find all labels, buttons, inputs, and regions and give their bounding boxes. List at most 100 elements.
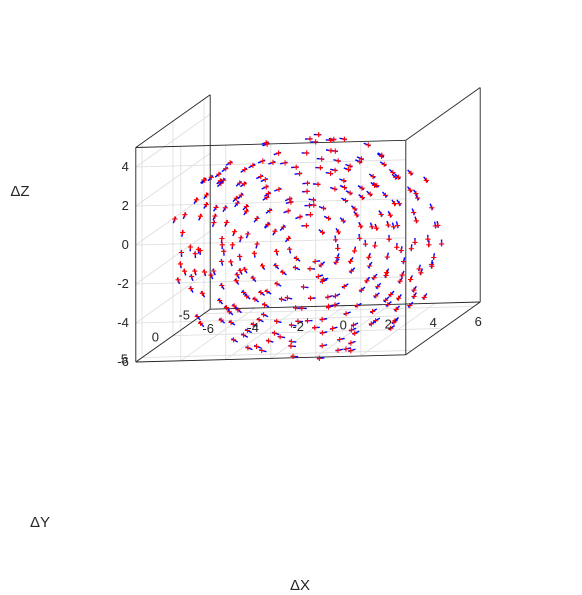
data-point-marker (220, 177, 227, 183)
data-point-marker (354, 303, 360, 309)
data-point-marker (366, 254, 372, 260)
data-point-marker (396, 295, 402, 301)
data-point-marker (319, 343, 325, 349)
data-point-marker (385, 302, 391, 308)
vector-arrow (341, 283, 349, 289)
data-point-marker (307, 212, 314, 218)
vector-arrow (262, 195, 270, 201)
z-tick-label: 0 (122, 237, 129, 252)
data-point-marker (262, 302, 268, 308)
data-point-marker (195, 246, 202, 252)
data-point-marker (290, 353, 296, 359)
data-point-marker (426, 242, 432, 248)
data-point-marker (370, 308, 376, 315)
data-point-marker (265, 222, 271, 228)
data-point-marker (271, 330, 277, 336)
data-point-marker (373, 293, 379, 299)
data-point-marker (299, 305, 305, 311)
data-point-marker (341, 136, 347, 142)
x-tick-label: -6 (202, 321, 214, 336)
data-point-marker (371, 275, 377, 281)
data-point-marker (373, 318, 379, 324)
vector-arrow (228, 320, 236, 326)
data-point-marker (201, 269, 207, 275)
data-point-marker (415, 195, 421, 201)
data-point-marker (401, 259, 407, 265)
data-point-marker (276, 186, 282, 192)
axes-box (135, 87, 481, 363)
data-point-marker (182, 212, 188, 218)
data-point-marker (295, 318, 301, 324)
data-point-marker (259, 347, 265, 353)
data-point-marker (395, 223, 401, 229)
data-point-marker (202, 177, 208, 183)
vector-arrow (240, 167, 248, 173)
data-point-marker (180, 229, 186, 235)
vector-arrow (353, 211, 359, 218)
data-point-marker (325, 304, 332, 310)
data-point-marker (282, 160, 288, 166)
data-point-marker (263, 140, 269, 146)
x-tick-label: 6 (475, 314, 482, 329)
data-point-marker (387, 212, 393, 218)
data-point-marker (354, 212, 360, 218)
grid-line (172, 328, 444, 336)
data-point-marker (287, 196, 293, 202)
data-point-marker (319, 278, 325, 284)
x-tick-label: 0 (340, 318, 347, 333)
vector-arrow (243, 208, 249, 216)
data-point-marker (238, 235, 244, 241)
data-point-marker (216, 171, 222, 177)
data-point-marker (218, 317, 224, 323)
data-point-marker (264, 194, 270, 201)
data-point-marker (293, 255, 299, 261)
data-point-marker (189, 274, 195, 280)
data-point-marker (310, 197, 317, 203)
vector-arrow (388, 168, 396, 175)
data-point-marker (250, 162, 256, 168)
axes-edge (135, 354, 406, 363)
data-point-marker (213, 204, 219, 210)
vector-arrow (241, 290, 248, 297)
data-point-marker (412, 239, 418, 245)
data-point-marker (252, 296, 258, 302)
data-point-marker (212, 213, 218, 219)
data-point-marker (211, 268, 217, 274)
data-point-marker (304, 318, 311, 324)
data-point-marker (231, 229, 238, 235)
z-tick-label: -6 (117, 354, 129, 369)
data-point-marker (347, 258, 354, 264)
data-point-marker (288, 322, 295, 328)
data-point-marker (367, 191, 373, 197)
data-point-marker (341, 178, 347, 184)
vector-arrow (225, 160, 233, 166)
vector-arrow (227, 309, 234, 316)
data-point-marker (358, 156, 364, 162)
data-point-marker (372, 243, 378, 249)
data-point-marker (319, 229, 326, 235)
vector-arrow (201, 177, 207, 185)
data-point-marker (177, 261, 183, 267)
data-point-marker (224, 219, 230, 225)
axes-edge (210, 301, 481, 310)
vector-arrow (383, 296, 390, 303)
vector-arrow (370, 308, 378, 314)
data-point-marker (181, 268, 188, 274)
vector-arrow (333, 258, 340, 265)
data-point-marker (237, 268, 243, 274)
vector-arrow (406, 186, 413, 193)
vector-arrow (232, 196, 239, 203)
data-point-marker (241, 181, 247, 187)
data-point-marker (386, 236, 392, 242)
data-point-marker (312, 258, 318, 265)
data-point-marker (399, 272, 405, 278)
data-point-marker (276, 150, 282, 156)
data-point-marker (397, 278, 403, 284)
vector-arrow (263, 191, 271, 197)
data-point-marker (352, 330, 358, 336)
data-point-marker (428, 261, 435, 267)
data-point-marker (237, 253, 243, 259)
data-point-marker (253, 343, 260, 349)
data-point-marker (227, 160, 233, 166)
data-point-marker (357, 159, 363, 165)
